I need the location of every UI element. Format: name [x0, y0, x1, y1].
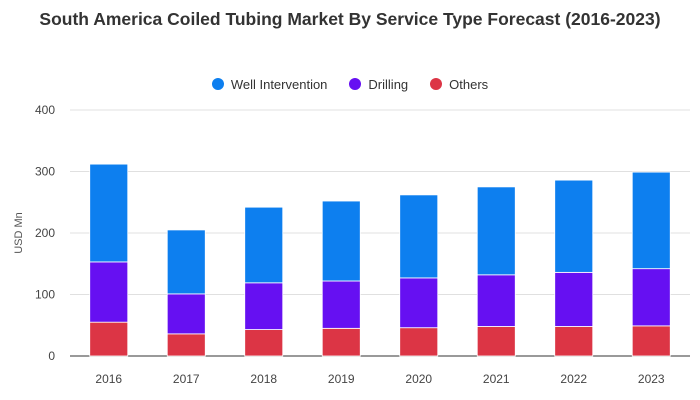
- x-tick-label: 2019: [328, 372, 355, 386]
- x-tick-label: 2022: [560, 372, 587, 386]
- legend-swatch-drilling: [349, 78, 362, 90]
- bar-others: [554, 326, 594, 357]
- bar-others: [399, 327, 439, 357]
- bar-drilling: [631, 268, 671, 327]
- bar-well-intervention: [476, 186, 516, 276]
- chart-title: South America Coiled Tubing Market By Se…: [39, 9, 661, 29]
- legend-swatch-others: [430, 78, 443, 90]
- bar-well-intervention: [166, 229, 206, 295]
- legend-label-drilling: Drilling: [368, 76, 409, 92]
- bar-well-intervention: [321, 200, 361, 282]
- bar-others: [166, 333, 206, 357]
- legend-item-others[interactable]: Others: [430, 77, 488, 92]
- x-tick-label: 2021: [483, 372, 510, 386]
- bar-well-intervention: [631, 171, 671, 270]
- y-tick-label: 400: [35, 103, 55, 117]
- legend: Well Intervention Drilling Others: [0, 74, 700, 94]
- bar-drilling: [554, 271, 594, 327]
- bar-drilling: [89, 261, 129, 323]
- bar-well-intervention: [244, 206, 284, 284]
- bar-drilling: [399, 277, 439, 329]
- x-tick-label: 2020: [405, 372, 432, 386]
- bar-drilling: [244, 282, 284, 330]
- y-axis-title: USD Mn: [13, 212, 25, 254]
- bar-others: [631, 325, 671, 357]
- bar-drilling: [166, 293, 206, 335]
- bar-well-intervention: [89, 163, 129, 263]
- y-tick-label: 0: [48, 349, 55, 363]
- bar-well-intervention: [399, 194, 439, 279]
- x-tick-label: 2016: [95, 372, 122, 386]
- bar-drilling: [321, 280, 361, 329]
- x-tick-label: 2018: [250, 372, 277, 386]
- legend-item-drilling[interactable]: Drilling: [349, 77, 408, 92]
- legend-item-well-intervention[interactable]: Well Intervention: [211, 76, 328, 92]
- bar-drilling: [476, 274, 516, 327]
- bar-others: [476, 326, 516, 357]
- y-tick-label: 100: [35, 288, 55, 302]
- bar-others: [321, 327, 361, 357]
- bar-others: [89, 321, 129, 357]
- bar-others: [244, 329, 284, 357]
- x-tick-label: 2023: [638, 372, 665, 386]
- legend-label-others: Others: [449, 76, 489, 92]
- x-tick-label: 2017: [173, 372, 200, 386]
- bar-well-intervention: [554, 179, 594, 273]
- y-tick-label: 200: [35, 226, 55, 240]
- legend-swatch-well-intervention: [211, 78, 224, 90]
- y-tick-label: 300: [35, 165, 55, 179]
- legend-label-well-intervention: Well Intervention: [230, 76, 328, 92]
